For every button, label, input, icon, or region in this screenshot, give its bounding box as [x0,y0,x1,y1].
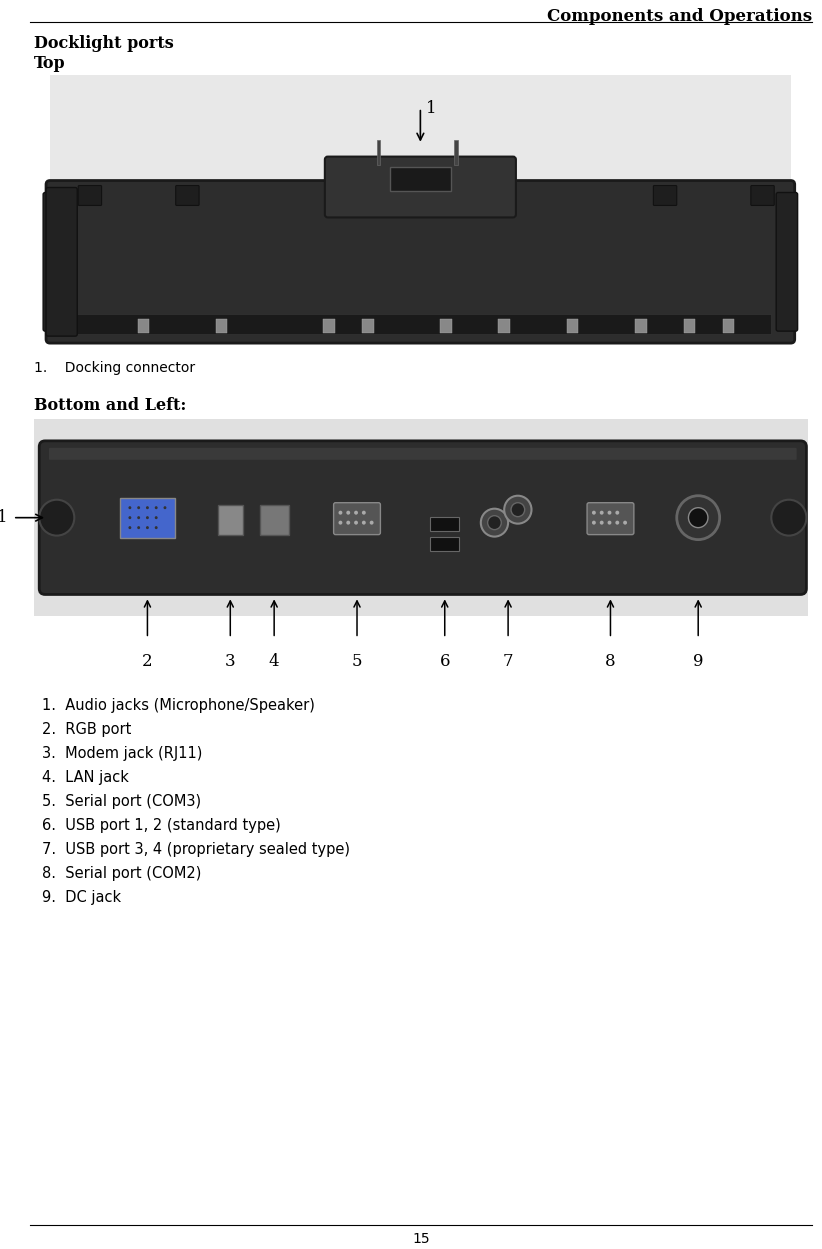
Text: 5.  Serial port (COM3): 5. Serial port (COM3) [42,794,201,809]
Circle shape [616,511,619,515]
Text: 1.  Audio jacks (Microphone/Speaker): 1. Audio jacks (Microphone/Speaker) [42,698,315,713]
Circle shape [616,521,619,525]
Circle shape [128,506,132,510]
FancyBboxPatch shape [43,192,65,331]
Circle shape [362,511,366,515]
Text: 9: 9 [693,653,704,671]
Circle shape [771,500,806,536]
Text: 4.  LAN jack: 4. LAN jack [42,771,129,786]
FancyBboxPatch shape [776,192,797,331]
Bar [723,320,734,333]
Circle shape [164,506,166,510]
Circle shape [155,506,158,510]
Circle shape [592,521,596,525]
FancyBboxPatch shape [49,448,797,460]
Circle shape [339,521,343,525]
Bar [35,418,808,617]
Circle shape [600,521,603,525]
FancyBboxPatch shape [325,156,516,217]
Text: 15: 15 [413,1232,430,1245]
Circle shape [354,521,358,525]
FancyBboxPatch shape [587,502,634,535]
Text: 7.  USB port 3, 4 (proprietary sealed type): 7. USB port 3, 4 (proprietary sealed typ… [42,842,350,857]
Circle shape [339,511,343,515]
Text: 1: 1 [0,510,8,526]
Text: 4: 4 [269,653,279,671]
Text: 5: 5 [352,653,363,671]
Text: 8: 8 [605,653,616,671]
Bar [137,320,150,333]
FancyBboxPatch shape [750,186,774,206]
Bar [69,315,771,335]
Circle shape [504,496,532,523]
Circle shape [607,511,612,515]
Circle shape [607,521,612,525]
Text: Docklight ports: Docklight ports [35,35,174,52]
Circle shape [592,511,596,515]
Bar [498,320,510,333]
Bar [684,320,695,333]
Circle shape [346,521,350,525]
FancyBboxPatch shape [78,186,102,206]
Circle shape [362,521,366,525]
Bar [635,320,647,333]
Circle shape [689,507,708,527]
Text: 2: 2 [142,653,153,671]
Circle shape [511,502,524,517]
Circle shape [354,511,358,515]
Bar [440,320,451,333]
FancyBboxPatch shape [653,186,677,206]
Circle shape [39,500,74,536]
Text: 6: 6 [440,653,450,671]
Text: Components and Operations: Components and Operations [547,7,812,25]
FancyBboxPatch shape [430,517,459,531]
Text: 3.  Modem jack (RJ11): 3. Modem jack (RJ11) [42,746,202,761]
FancyBboxPatch shape [218,505,243,535]
Circle shape [146,516,149,520]
Text: 3: 3 [225,653,236,671]
Circle shape [146,506,149,510]
Bar [376,140,381,165]
Bar [362,320,373,333]
FancyBboxPatch shape [260,505,289,535]
Circle shape [623,521,627,525]
Circle shape [146,526,149,530]
Bar [215,320,228,333]
Circle shape [137,526,140,530]
FancyBboxPatch shape [39,441,806,595]
Bar [323,320,335,333]
Circle shape [137,516,140,520]
FancyBboxPatch shape [430,537,459,551]
FancyBboxPatch shape [120,497,175,537]
Text: 1: 1 [427,100,436,116]
Circle shape [128,526,132,530]
Circle shape [155,526,158,530]
FancyBboxPatch shape [46,187,77,336]
FancyBboxPatch shape [390,166,450,191]
Circle shape [346,511,350,515]
Bar [455,140,459,165]
Circle shape [600,511,603,515]
Text: 6.  USB port 1, 2 (standard type): 6. USB port 1, 2 (standard type) [42,818,281,833]
Text: 8.  Serial port (COM2): 8. Serial port (COM2) [42,866,201,881]
Circle shape [137,506,140,510]
Circle shape [155,516,158,520]
Circle shape [677,496,719,540]
Text: Bottom and Left:: Bottom and Left: [35,397,187,413]
FancyBboxPatch shape [46,181,795,343]
Text: 7: 7 [503,653,514,671]
Text: 1.    Docking connector: 1. Docking connector [35,361,196,375]
Circle shape [370,521,373,525]
Text: Top: Top [35,55,66,72]
FancyBboxPatch shape [176,186,199,206]
FancyBboxPatch shape [334,502,381,535]
Circle shape [481,508,508,537]
Bar [566,320,579,333]
Text: 9.  DC jack: 9. DC jack [42,889,122,904]
Circle shape [487,516,501,530]
Text: 2.  RGB port: 2. RGB port [42,722,132,737]
Circle shape [128,516,132,520]
Bar [50,75,791,345]
